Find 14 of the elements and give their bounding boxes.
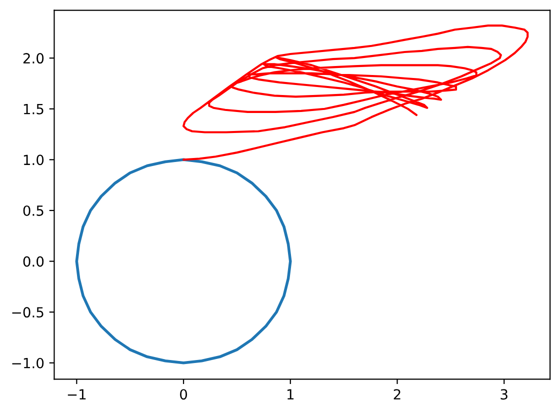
x-tick-label: 1 bbox=[287, 389, 294, 400]
x-tick-label: −1 bbox=[68, 389, 86, 400]
y-tick-label: 1.0 bbox=[24, 154, 44, 166]
y-tick-label: 2.0 bbox=[23, 53, 44, 64]
y-tick-label: 0.0 bbox=[23, 256, 44, 267]
y-tick-label: −0.5 bbox=[12, 307, 44, 318]
y-tick-label: 1.5 bbox=[24, 104, 44, 114]
x-tick-label: 2 bbox=[394, 389, 400, 400]
x-tick-label: 3 bbox=[500, 389, 508, 400]
line-series bbox=[182, 24, 529, 161]
y-tick-label: −1.0 bbox=[12, 358, 44, 368]
line-series bbox=[75, 158, 292, 364]
y-tick-label: 0.5 bbox=[23, 205, 44, 216]
x-tick-label: 0 bbox=[180, 389, 188, 400]
